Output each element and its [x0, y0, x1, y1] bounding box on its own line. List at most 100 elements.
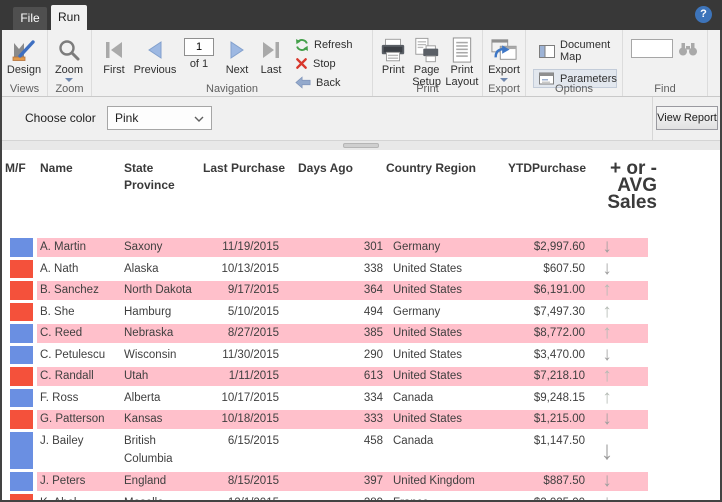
- next-label: Next: [225, 64, 249, 76]
- help-button[interactable]: ?: [695, 6, 712, 23]
- column-header-mf: M/F: [5, 161, 26, 175]
- last-page-icon: [260, 36, 282, 64]
- gender-cell: [5, 493, 37, 500]
- next-page-button[interactable]: Next: [219, 33, 255, 90]
- trend-arrow-icon: ↓: [590, 431, 648, 469]
- last-page-button[interactable]: Last: [255, 33, 287, 90]
- export-dropdown-arrow-icon: [500, 78, 508, 82]
- country-region-cell: Germany: [384, 238, 506, 257]
- choose-color-label: Choose color: [25, 111, 96, 125]
- ytd-purchase-cell: $3,470.00: [506, 345, 590, 364]
- ytd-purchase-cell: $887.50: [506, 472, 590, 491]
- ribbon-group-views: Design Views: [2, 30, 48, 96]
- export-button[interactable]: Export: [485, 33, 523, 82]
- parameters-label: Parameters: [560, 72, 617, 85]
- name-cell: J. Peters: [37, 472, 121, 491]
- page-number-input[interactable]: [184, 38, 214, 56]
- tab-file[interactable]: File: [13, 7, 47, 30]
- column-header-last-purchase: Last Purchase: [203, 161, 286, 175]
- gender-cell: [5, 259, 37, 278]
- gender-cell: [5, 431, 37, 469]
- print-label: Print: [381, 64, 405, 76]
- trend-arrow-icon: ↓: [590, 237, 648, 257]
- last-purchase-cell: 11/30/2015: [201, 345, 296, 364]
- gender-square: [10, 281, 33, 300]
- back-button[interactable]: Back: [295, 75, 353, 90]
- stop-button[interactable]: Stop: [295, 56, 353, 71]
- table-row: A. Martin Saxony 11/19/2015 301 Germany …: [5, 237, 665, 257]
- design-button[interactable]: Design: [4, 33, 44, 76]
- column-header-avg-sales: + or - AVG Sales: [607, 158, 657, 213]
- days-ago-cell: 364: [296, 281, 384, 300]
- column-header-days-ago: Days Ago: [298, 161, 353, 175]
- trend-arrow-icon: ↑: [590, 280, 648, 300]
- design-icon: [11, 36, 37, 64]
- country-region-cell: United States: [384, 367, 506, 386]
- country-region-cell: France: [384, 493, 506, 500]
- view-report-button[interactable]: View Report: [656, 106, 718, 130]
- last-purchase-cell: 5/10/2015: [201, 302, 296, 321]
- name-cell: B. She: [37, 302, 121, 321]
- state-province-cell: England: [121, 472, 201, 491]
- days-ago-cell: 385: [296, 324, 384, 343]
- splitter-grip-icon[interactable]: [343, 143, 379, 148]
- last-purchase-cell: 12/1/2015: [201, 493, 296, 500]
- parameter-bar-divider: [652, 97, 653, 140]
- splitter-bar[interactable]: [2, 140, 720, 150]
- gender-square: [10, 238, 33, 257]
- state-province-cell: Utah: [121, 367, 201, 386]
- report-table: M/F Name State Province Last Purchase Da…: [5, 158, 665, 500]
- document-map-button[interactable]: Document Map: [533, 36, 617, 66]
- trend-arrow-icon: ↓: [590, 471, 648, 491]
- find-input[interactable]: [631, 39, 673, 58]
- print-button[interactable]: Print: [377, 33, 409, 88]
- last-purchase-cell: 1/11/2015: [201, 367, 296, 386]
- print-layout-label: Print Layout: [445, 64, 479, 88]
- gender-square: [10, 259, 33, 278]
- ytd-purchase-cell: $9,248.15: [506, 388, 590, 407]
- zoom-dropdown-arrow-icon: [65, 78, 73, 82]
- ytd-purchase-cell: $607.50: [506, 259, 590, 278]
- title-bar: File Run ?: [0, 0, 722, 30]
- last-purchase-cell: 8/27/2015: [201, 324, 296, 343]
- name-cell: F. Ross: [37, 388, 121, 407]
- trend-arrow-icon: ↓: [590, 259, 648, 278]
- color-dropdown[interactable]: Pink: [107, 106, 212, 130]
- color-dropdown-value: Pink: [115, 111, 139, 125]
- zoom-button[interactable]: Zoom: [50, 33, 88, 82]
- export-label: Export: [488, 64, 520, 76]
- previous-page-button[interactable]: Previous: [131, 33, 179, 90]
- table-row: C. Randall Utah 1/11/2015 613 United Sta…: [5, 366, 665, 386]
- first-page-button[interactable]: First: [97, 33, 131, 90]
- gender-cell: [5, 367, 37, 386]
- refresh-button[interactable]: Refresh: [295, 37, 353, 52]
- table-row: C. Petulescu Wisconsin 11/30/2015 290 Un…: [5, 345, 665, 364]
- tab-run[interactable]: Run: [51, 5, 87, 30]
- table-row: G. Patterson Kansas 10/18/2015 333 Unite…: [5, 409, 665, 429]
- page-setup-label: Page Setup: [412, 64, 441, 88]
- last-purchase-cell: 8/15/2015: [201, 472, 296, 491]
- binoculars-icon[interactable]: [678, 42, 698, 56]
- last-label: Last: [260, 64, 282, 76]
- days-ago-cell: 397: [296, 472, 384, 491]
- days-ago-cell: 494: [296, 302, 384, 321]
- last-purchase-cell: 9/17/2015: [201, 281, 296, 300]
- table-row: J. Peters England 8/15/2015 397 United K…: [5, 471, 665, 491]
- ytd-purchase-cell: $1,147.50: [506, 431, 590, 469]
- country-region-cell: United States: [384, 410, 506, 429]
- table-row: F. Ross Alberta 10/17/2015 334 Canada $9…: [5, 388, 665, 407]
- country-region-cell: United States: [384, 281, 506, 300]
- name-cell: G. Patterson: [37, 410, 121, 429]
- table-row: K. Abel Moselle 12/1/2015 289 France $2,…: [5, 493, 665, 500]
- name-cell: J. Bailey: [37, 431, 121, 469]
- stop-label: Stop: [313, 57, 336, 70]
- print-layout-button[interactable]: Print Layout: [444, 33, 480, 88]
- page-setup-button[interactable]: Page Setup: [409, 33, 443, 88]
- parameters-button[interactable]: Parameters: [533, 69, 617, 88]
- state-province-cell: Hamburg: [121, 302, 201, 321]
- name-cell: B. Sanchez: [37, 281, 121, 300]
- print-layout-icon: [450, 36, 474, 64]
- days-ago-cell: 290: [296, 345, 384, 364]
- page-number-widget: of 1: [179, 33, 219, 90]
- window-border-right: [720, 30, 722, 502]
